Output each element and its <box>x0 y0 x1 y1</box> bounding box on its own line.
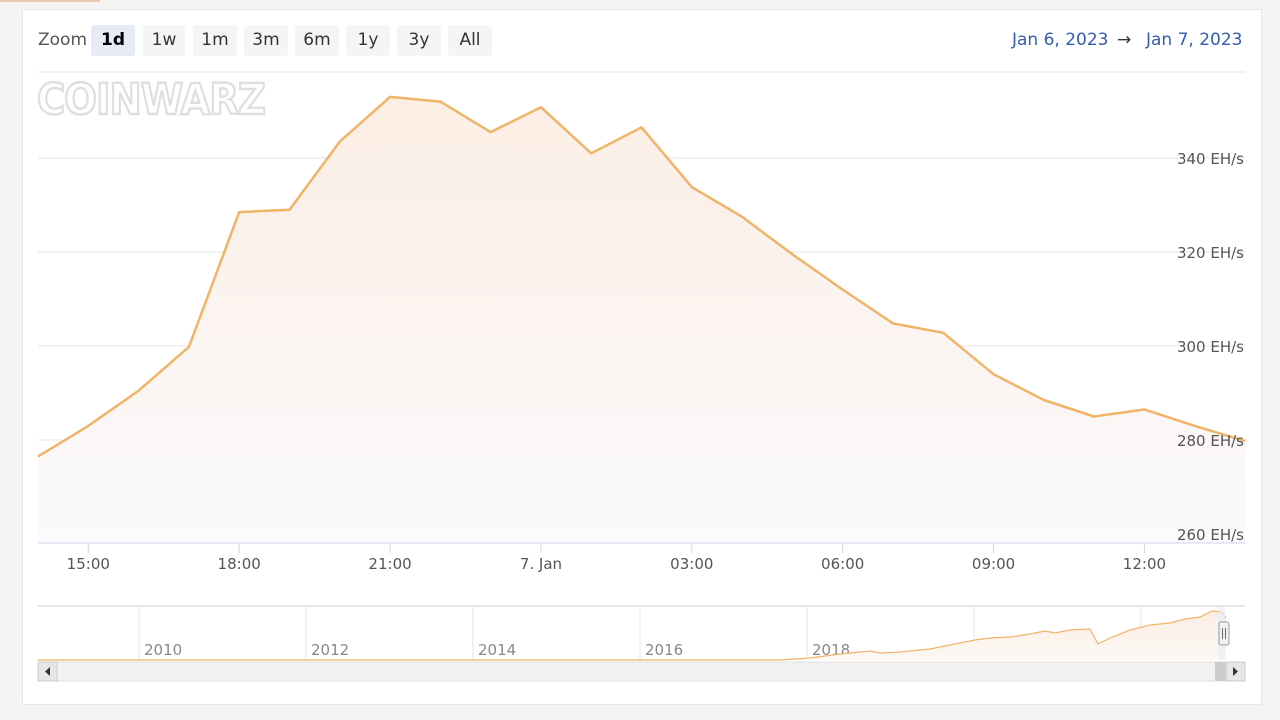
scrollbar[interactable] <box>37 661 1246 682</box>
navigator: 2010201220142016201820202022 <box>38 605 1245 661</box>
range-from-date[interactable]: Jan 6, 2023 <box>1012 30 1109 50</box>
x-tick-label: 12:00 <box>1123 555 1166 573</box>
zoom-button-3y[interactable]: 3y <box>397 25 441 56</box>
coinwarz-watermark-logo: COINWARZ <box>36 74 268 127</box>
y-tick-label-320: 320 EH/s <box>1177 244 1244 262</box>
x-axis-ticks: 15:00 18:00 21:00 7. Jan 03:00 06:00 09:00 12:0… <box>67 543 1166 573</box>
y-tick-label-300: 300 EH/s <box>1177 338 1244 356</box>
range-arrow: → <box>1117 30 1132 50</box>
x-tick-label: 18:00 <box>218 555 261 573</box>
y-tick-label-340: 340 EH/s <box>1177 150 1244 168</box>
hashrate-area-fill <box>38 96 1245 544</box>
zoom-button-1m[interactable]: 1m <box>193 25 237 56</box>
navigator-year-label-2014: 2014 <box>478 641 516 659</box>
range-to-date[interactable]: Jan 7, 2023 <box>1146 30 1243 50</box>
x-tick-label: 15:00 <box>67 555 110 573</box>
navigator-year-label-2012: 2012 <box>311 641 349 659</box>
navigator-area <box>38 611 1226 660</box>
zoom-button-1w[interactable]: 1w <box>143 25 185 56</box>
y-tick-label-260: 260 EH/s <box>1177 526 1244 544</box>
zoom-label: Zoom <box>38 30 88 50</box>
y-axis-labels: 260 EH/s 280 EH/s 300 EH/s 320 EH/s 340 EH/s <box>1177 150 1244 544</box>
zoom-button-1d[interactable]: 1d <box>91 25 135 56</box>
scroll-right-arrow-icon <box>1233 667 1238 676</box>
zoom-button-1y[interactable]: 1y <box>346 25 390 56</box>
zoom-button-6m[interactable]: 6m <box>295 25 339 56</box>
navigator-year-label-2016: 2016 <box>645 641 683 659</box>
scrollbar-track[interactable] <box>37 661 1246 682</box>
scrollbar-thumb[interactable] <box>1215 662 1227 681</box>
zoom-button-3m[interactable]: 3m <box>244 25 288 56</box>
navigator-line <box>38 610 1227 661</box>
top-accent-line <box>0 0 100 2</box>
x-tick-label: 21:00 <box>368 555 411 573</box>
zoom-button-all[interactable]: All <box>448 25 492 56</box>
x-tick-label: 09:00 <box>972 555 1015 573</box>
svg-text:COINWARZ: COINWARZ <box>37 75 265 125</box>
hashrate-line[interactable] <box>37 95 1246 458</box>
x-tick-label: 7. Jan <box>520 555 562 573</box>
y-tick-label-280: 280 EH/s <box>1177 432 1244 450</box>
x-tick-label: 06:00 <box>821 555 864 573</box>
scroll-left-arrow-icon <box>45 667 50 676</box>
x-tick-label: 03:00 <box>670 555 713 573</box>
navigator-year-label-2010: 2010 <box>144 641 182 659</box>
navigator-handle[interactable] <box>1218 621 1230 646</box>
